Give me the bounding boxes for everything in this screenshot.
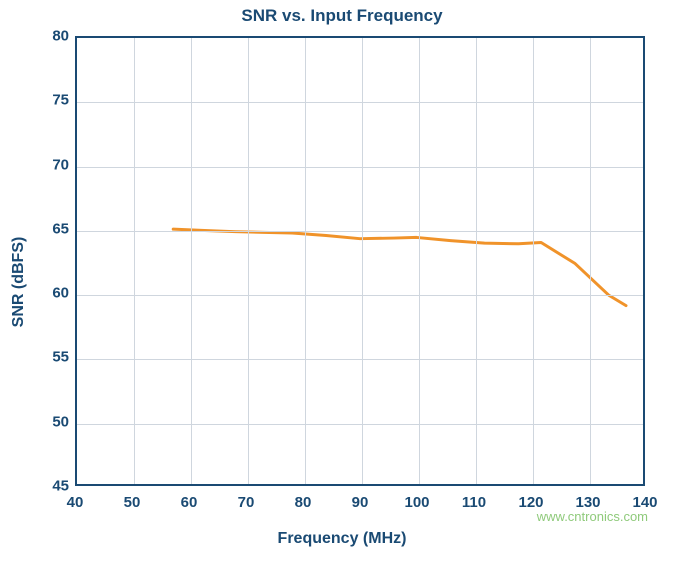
y-tick-label: 45: [41, 478, 69, 495]
y-tick-label: 75: [41, 92, 69, 109]
y-tick-label: 65: [41, 220, 69, 237]
y-axis-label: SNR (dBFS): [10, 237, 28, 328]
grid-line-h: [77, 295, 643, 296]
grid-line-h: [77, 424, 643, 425]
grid-line-v: [305, 38, 306, 484]
data-series: [77, 38, 643, 484]
plot-area: [75, 36, 645, 486]
x-tick-label: 100: [404, 494, 429, 511]
x-tick-label: 140: [632, 494, 657, 511]
grid-line-v: [476, 38, 477, 484]
grid-line-h: [77, 167, 643, 168]
y-tick-label: 80: [41, 28, 69, 45]
series-polyline: [173, 229, 626, 305]
x-tick-label: 60: [181, 494, 198, 511]
grid-line-v: [191, 38, 192, 484]
grid-line-h: [77, 359, 643, 360]
y-tick-label: 60: [41, 285, 69, 302]
x-axis-label: Frequency (MHz): [0, 530, 684, 548]
grid-line-v: [419, 38, 420, 484]
watermark: www.cntronics.com: [537, 509, 648, 524]
y-tick-label: 70: [41, 156, 69, 173]
x-tick-label: 130: [575, 494, 600, 511]
grid-line-v: [362, 38, 363, 484]
x-tick-label: 80: [295, 494, 312, 511]
x-tick-label: 70: [238, 494, 255, 511]
y-tick-label: 55: [41, 349, 69, 366]
y-tick-label: 50: [41, 413, 69, 430]
grid-line-v: [134, 38, 135, 484]
chart-container: SNR vs. Input Frequency SNR (dBFS) Frequ…: [0, 0, 684, 564]
x-tick-label: 110: [462, 494, 486, 511]
x-tick-label: 50: [124, 494, 141, 511]
grid-line-v: [590, 38, 591, 484]
x-tick-label: 90: [352, 494, 369, 511]
grid-line-h: [77, 231, 643, 232]
grid-line-v: [248, 38, 249, 484]
x-tick-label: 120: [518, 494, 543, 511]
grid-line-h: [77, 102, 643, 103]
chart-title: SNR vs. Input Frequency: [0, 6, 684, 26]
x-tick-label: 40: [67, 494, 84, 511]
grid-line-v: [533, 38, 534, 484]
